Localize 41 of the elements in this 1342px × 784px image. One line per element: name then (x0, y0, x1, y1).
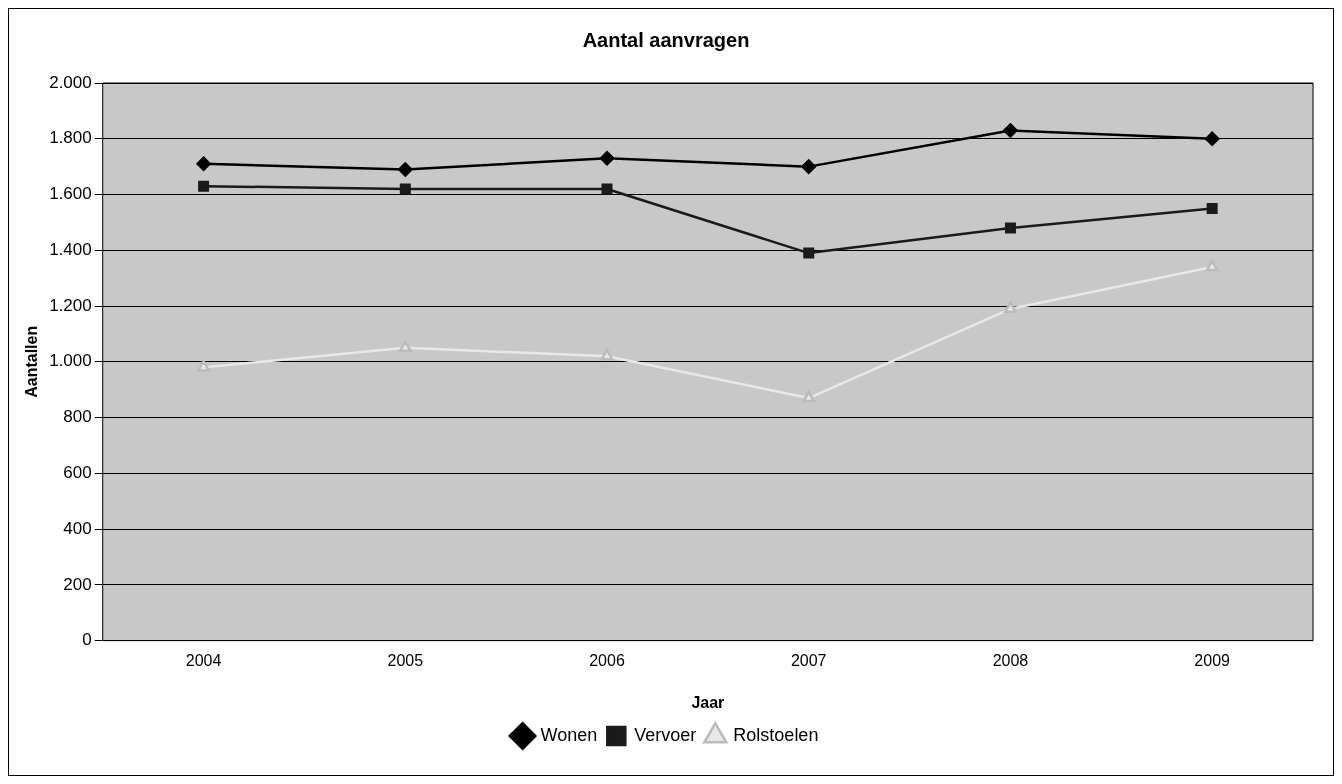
point (600, 348, 614, 361)
y-axis-title: Aantallen (23, 325, 41, 398)
y-tick-label: 1.400 (49, 239, 92, 259)
y-tick-label: 200 (63, 574, 92, 594)
point (1204, 131, 1220, 147)
y-tick-label: 1.800 (49, 128, 92, 148)
point (198, 180, 210, 192)
point (1206, 202, 1218, 214)
point (1003, 301, 1017, 314)
point (398, 162, 413, 177)
x-tick-label: 2006 (589, 651, 625, 669)
point (601, 183, 613, 195)
y-tick-label: 600 (63, 463, 92, 483)
point (197, 360, 211, 372)
y-tick-label: 1.200 (49, 295, 92, 315)
point (399, 183, 411, 195)
legend-label: Rolstoelen (733, 724, 819, 745)
point (802, 390, 816, 403)
legend-label: Wonen (540, 724, 598, 745)
x-axis-title: Jaar (691, 693, 725, 711)
point (398, 340, 412, 353)
point (801, 159, 816, 174)
x-tick-label: 2004 (185, 651, 222, 669)
y-tick-label: 1.000 (49, 351, 92, 371)
y-tick-label: 1.600 (49, 184, 92, 204)
y-tick-label: 2.000 (49, 72, 92, 92)
x-tick-label: 2009 (1194, 651, 1231, 669)
y-tick-label: 400 (63, 518, 92, 538)
x-tick-label: 2008 (992, 651, 1029, 669)
chart-title: Aantal aanvragen (582, 28, 750, 51)
y-tick-label: 800 (63, 407, 92, 427)
x-tick-label: 2007 (790, 651, 827, 669)
point (1004, 222, 1016, 234)
point (1003, 123, 1018, 138)
point (1205, 259, 1219, 272)
y-tick-label: 0 (82, 630, 92, 650)
legend-label: Vervoer (634, 724, 697, 745)
x-tick-label: 2005 (387, 651, 424, 669)
point (196, 156, 211, 172)
point (599, 151, 615, 166)
point (803, 247, 815, 259)
